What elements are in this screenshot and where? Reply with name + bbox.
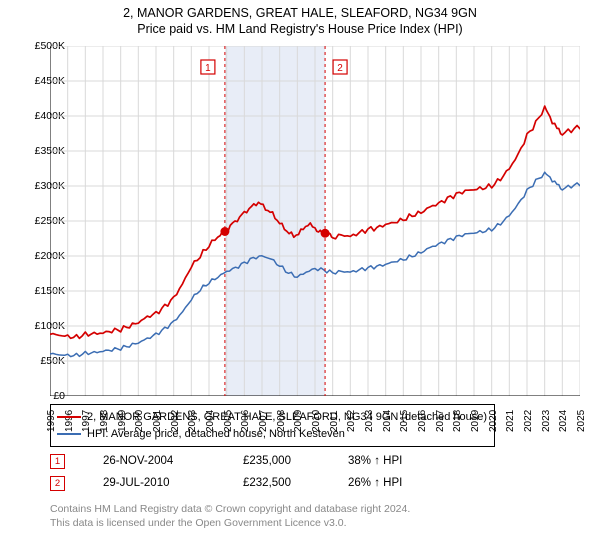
- sale-pct-1: 38% ↑ HPI: [348, 455, 468, 467]
- chart-container: 2, MANOR GARDENS, GREAT HALE, SLEAFORD, …: [0, 0, 600, 560]
- sales-table: 1 26-NOV-2004 £235,000 38% ↑ HPI 2 29-JU…: [50, 450, 468, 494]
- sale-marker-2-icon: 2: [50, 476, 65, 491]
- legend: 2, MANOR GARDENS, GREAT HALE, SLEAFORD, …: [50, 404, 495, 447]
- sales-row-1: 1 26-NOV-2004 £235,000 38% ↑ HPI: [50, 450, 468, 472]
- legend-row-property: 2, MANOR GARDENS, GREAT HALE, SLEAFORD, …: [57, 409, 488, 426]
- legend-row-hpi: HPI: Average price, detached house, Nort…: [57, 426, 488, 443]
- title-block: 2, MANOR GARDENS, GREAT HALE, SLEAFORD, …: [0, 0, 600, 36]
- chart-svg: 12: [50, 46, 580, 396]
- x-tick: 2023: [541, 410, 552, 432]
- x-tick: 2022: [523, 410, 534, 432]
- sales-row-2: 2 29-JUL-2010 £232,500 26% ↑ HPI: [50, 472, 468, 494]
- footer-line-2: This data is licensed under the Open Gov…: [50, 516, 570, 530]
- title-line-1: 2, MANOR GARDENS, GREAT HALE, SLEAFORD, …: [0, 6, 600, 20]
- svg-text:2: 2: [337, 63, 343, 74]
- plot-area: 12: [50, 46, 580, 396]
- sale-date-2: 29-JUL-2010: [103, 477, 243, 489]
- legend-label-property: 2, MANOR GARDENS, GREAT HALE, SLEAFORD, …: [87, 409, 487, 426]
- svg-text:1: 1: [205, 63, 211, 74]
- footer-line-1: Contains HM Land Registry data © Crown c…: [50, 502, 570, 516]
- footer: Contains HM Land Registry data © Crown c…: [50, 502, 570, 530]
- x-tick: 2025: [576, 410, 587, 432]
- x-tick: 2021: [505, 410, 516, 432]
- sale-date-1: 26-NOV-2004: [103, 455, 243, 467]
- sale-price-1: £235,000: [243, 455, 348, 467]
- sale-pct-2: 26% ↑ HPI: [348, 477, 468, 489]
- gridlines: [50, 46, 580, 396]
- x-tick: 2024: [558, 410, 569, 432]
- sale-price-2: £232,500: [243, 477, 348, 489]
- sale-marker-1-icon: 1: [50, 454, 65, 469]
- legend-swatch-hpi: [57, 433, 81, 435]
- title-line-2: Price paid vs. HM Land Registry's House …: [0, 22, 600, 36]
- legend-label-hpi: HPI: Average price, detached house, Nort…: [87, 426, 345, 443]
- legend-swatch-property: [57, 416, 81, 418]
